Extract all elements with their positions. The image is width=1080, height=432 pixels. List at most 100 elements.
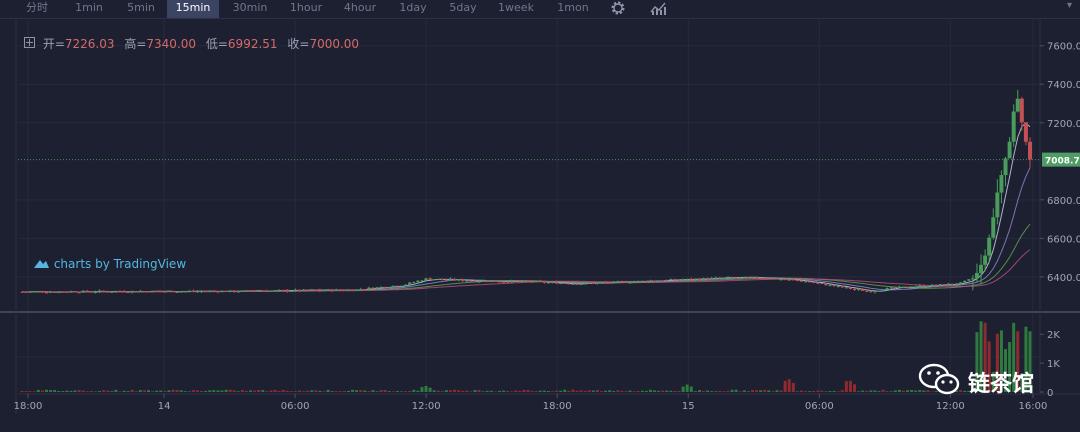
volume-bar xyxy=(371,390,375,392)
candle-body xyxy=(428,278,432,280)
volume-bar xyxy=(832,390,836,392)
volume-bar xyxy=(269,390,273,392)
tab-1week[interactable]: 1week xyxy=(498,1,534,14)
indicator-icon[interactable] xyxy=(650,0,668,16)
candle-body xyxy=(138,291,142,293)
tab-fenshi[interactable]: 分时 xyxy=(26,1,48,14)
candle-body xyxy=(522,280,526,282)
volume-bar xyxy=(959,390,963,392)
volume-bar xyxy=(469,391,473,392)
volume-bar xyxy=(102,390,106,392)
volume-bar xyxy=(142,390,146,392)
volume-bar xyxy=(424,385,428,392)
volume-bar xyxy=(546,390,550,392)
volume-bar xyxy=(873,390,877,392)
candle-body xyxy=(322,290,326,292)
candle-body xyxy=(457,279,461,281)
volume-bar xyxy=(669,390,673,392)
candle-body xyxy=(787,279,791,281)
candle-body xyxy=(36,291,40,293)
volume-bar xyxy=(628,390,632,392)
volume-bar xyxy=(175,390,179,392)
volume-bar xyxy=(363,390,367,392)
volume-bar xyxy=(885,391,889,392)
volume-bar xyxy=(28,391,32,392)
volume-bar xyxy=(195,390,199,392)
tab-1min[interactable]: 1min xyxy=(75,1,103,14)
time-axis-label: 16:00 xyxy=(1019,401,1048,412)
candle-body xyxy=(240,290,244,292)
tab-1mon[interactable]: 1mon xyxy=(557,1,589,14)
tab-1hour[interactable]: 1hour xyxy=(289,1,323,14)
tab-5min[interactable]: 5min xyxy=(127,1,155,14)
candle-body xyxy=(506,281,510,283)
volume-bar xyxy=(285,390,289,392)
chart-area[interactable]: 7008.7 7600.00 7400.00 7200.00 6800.00 6600.… xyxy=(0,18,1080,428)
candle-body xyxy=(1019,98,1024,123)
candle-body xyxy=(334,289,338,291)
candle-body xyxy=(420,280,424,282)
candle-body xyxy=(167,290,171,292)
candle-body xyxy=(624,281,628,283)
expand-icon[interactable]: ▾ xyxy=(1066,0,1072,11)
candle-body xyxy=(130,291,134,293)
volume-bar xyxy=(767,390,771,392)
candle-body xyxy=(142,291,146,293)
current-price-label: 7008.7 xyxy=(1045,157,1080,167)
candle-body xyxy=(730,277,734,279)
volume-bar xyxy=(73,390,77,392)
volume-bar xyxy=(901,390,905,392)
tab-15min[interactable]: 15min xyxy=(167,0,219,18)
candle-body xyxy=(81,290,85,293)
candle-body xyxy=(873,291,877,293)
volume-bar xyxy=(93,391,97,392)
candle-body xyxy=(697,278,701,280)
candle-body xyxy=(1007,141,1012,159)
volume-bar xyxy=(330,391,334,392)
plus-icon[interactable] xyxy=(24,37,35,48)
volume-bar xyxy=(567,390,571,392)
volume-bar xyxy=(502,390,506,392)
close-label: 收= xyxy=(287,37,310,51)
time-axis-label: 14 xyxy=(158,401,171,412)
candle-body xyxy=(285,290,289,292)
gear-icon[interactable] xyxy=(610,0,626,16)
volume-bar xyxy=(134,391,138,392)
candle-body xyxy=(212,291,216,293)
volume-bar xyxy=(706,390,710,392)
candle-body xyxy=(134,291,138,293)
candle-body xyxy=(530,281,534,283)
candle-body xyxy=(359,289,363,291)
volume-bar xyxy=(514,390,518,392)
candle-body xyxy=(926,286,930,288)
volume-bar xyxy=(298,390,302,392)
volume-bar xyxy=(677,390,681,392)
volume-bar xyxy=(640,390,644,392)
tab-5day[interactable]: 5day xyxy=(449,1,477,14)
candle-body xyxy=(44,292,48,294)
tab-1day[interactable]: 1day xyxy=(399,1,427,14)
tab-4hour[interactable]: 4hour xyxy=(343,1,377,14)
candle-body xyxy=(257,290,261,292)
tab-30min[interactable]: 30min xyxy=(232,1,268,14)
candle-body xyxy=(693,278,697,280)
candle-body xyxy=(481,280,485,282)
candle-body xyxy=(249,290,253,292)
volume-bar xyxy=(265,391,269,392)
volume-bar xyxy=(848,380,852,392)
candle-body xyxy=(289,290,293,292)
volume-bar xyxy=(710,391,714,392)
volume-bar xyxy=(375,391,379,392)
volume-bar xyxy=(816,390,820,392)
candle-body xyxy=(828,284,832,286)
volume-bar xyxy=(32,391,36,392)
candle-body xyxy=(722,277,726,279)
candle-body xyxy=(669,279,673,281)
candle-body xyxy=(677,279,681,281)
volume-bar xyxy=(204,390,208,392)
volume-bar xyxy=(828,391,832,392)
candle-body xyxy=(620,281,624,283)
volume-bar xyxy=(416,390,420,392)
candle-body xyxy=(946,283,950,286)
chart-canvas[interactable]: 7008.7 7600.00 7400.00 7200.00 6800.00 6600.… xyxy=(0,18,1080,428)
